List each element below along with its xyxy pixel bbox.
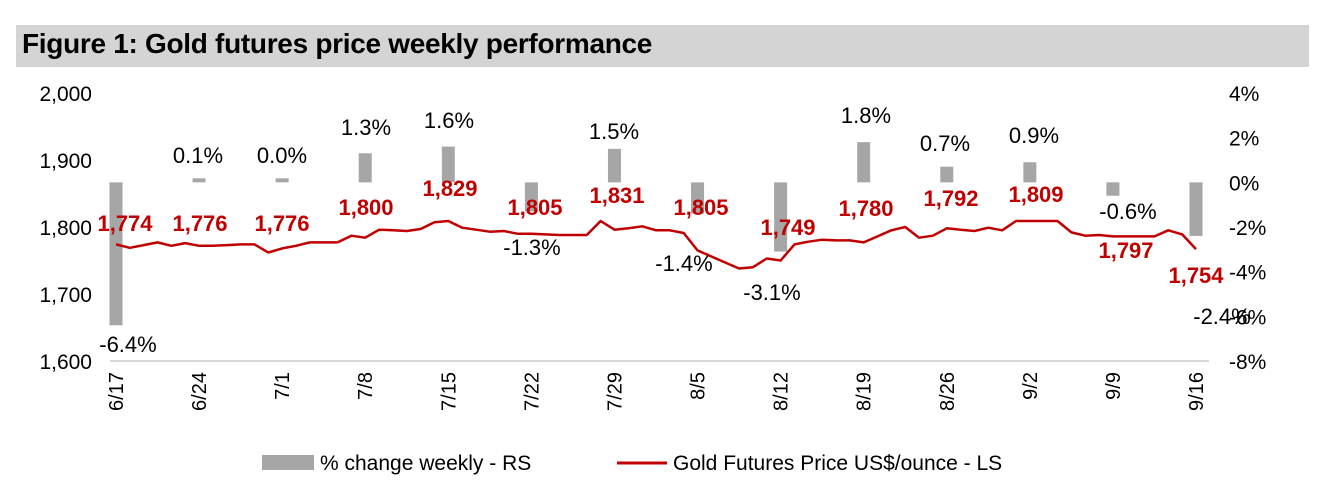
bar: [524, 182, 538, 212]
legend-label-bar: % change weekly - RS: [320, 452, 531, 475]
x-tick-label: 8/5: [688, 372, 710, 400]
bar-data-label: -1.4%: [655, 251, 712, 276]
right-tick-label: -8%: [1229, 351, 1266, 374]
x-tick-label: 8/12: [771, 372, 793, 411]
bar-data-label: 0.9%: [1009, 123, 1059, 148]
right-axis: -8% -6% -4% -2% 0% 2% 4%: [1229, 83, 1266, 374]
price-data-label: 1,805: [673, 195, 728, 220]
bar-data-label: 0.7%: [920, 131, 970, 156]
chart-title: Figure 1: Gold futures price weekly perf…: [22, 28, 653, 59]
x-tick-label: 6/17: [106, 372, 128, 411]
bar-data-label: 0.1%: [173, 143, 223, 168]
legend: % change weekly - RS Gold Futures Price …: [262, 452, 1002, 475]
right-tick-label: 0%: [1229, 172, 1259, 195]
x-tick-label: 7/15: [438, 372, 460, 411]
bar-data-label: 1.6%: [424, 108, 474, 133]
price-data-label: 1,809: [1008, 182, 1063, 207]
bar-data-label: -3.1%: [743, 280, 800, 305]
left-axis: 1,600 1,700 1,800 1,900 2,000: [39, 83, 92, 374]
price-data-label: 1,776: [254, 211, 309, 236]
x-tick-label: 9/16: [1186, 372, 1208, 411]
bar-data-labels: -6.4% 0.1% 0.0% 1.3% 1.6% -1.3% 1.5% -1.4% -3.1%…: [99, 103, 1250, 357]
bar-data-label: 1.3%: [341, 115, 391, 140]
right-tick-label: 4%: [1229, 83, 1259, 106]
price-data-label: 1,776: [172, 211, 227, 236]
bar-data-label: -0.6%: [1099, 199, 1156, 224]
legend-label-line: Gold Futures Price US$/ounce - LS: [673, 452, 1002, 475]
bar-data-label: 1.5%: [589, 119, 639, 144]
x-tick-label: 7/8: [355, 372, 377, 400]
x-tick-label: 6/24: [189, 372, 211, 411]
right-tick-label: -6%: [1229, 306, 1266, 329]
x-tick-label: 8/19: [854, 372, 876, 411]
price-data-label: 1,797: [1098, 238, 1153, 263]
x-tick-label: 8/26: [937, 372, 959, 411]
x-tick-label: 7/1: [272, 372, 294, 400]
price-data-label: 1,792: [923, 186, 978, 211]
bar-data-label: -2.4%: [1193, 304, 1250, 329]
bar-data-label: 0.0%: [257, 143, 307, 168]
bar-data-label: -1.3%: [503, 235, 560, 260]
title-bar: [16, 25, 1309, 67]
x-tick-label: 7/29: [604, 372, 626, 411]
left-tick-label: 1,800: [39, 217, 92, 240]
right-tick-label: -2%: [1229, 217, 1266, 240]
x-tick-label: 7/22: [521, 372, 543, 411]
left-tick-label: 2,000: [39, 83, 92, 106]
price-data-label: 1,831: [589, 183, 644, 208]
x-tick-label: 9/9: [1103, 372, 1125, 400]
bar: [1189, 182, 1203, 236]
bar: [275, 178, 289, 183]
left-tick-label: 1,600: [39, 351, 92, 374]
bar-data-label: 1.8%: [841, 103, 891, 128]
bar-data-label: -6.4%: [99, 332, 156, 357]
bar: [441, 146, 455, 183]
price-data-label: 1,774: [97, 211, 153, 236]
line-series: [115, 219, 1197, 270]
price-data-label: 1,805: [507, 195, 562, 220]
x-tick-label: 9/2: [1020, 372, 1042, 400]
bar: [774, 182, 788, 252]
bar: [1023, 162, 1037, 183]
price-data-label: 1,800: [338, 195, 393, 220]
bar: [109, 182, 123, 326]
legend-swatch-bar: [262, 455, 314, 470]
right-tick-label: -4%: [1229, 262, 1266, 285]
left-tick-label: 1,900: [39, 150, 92, 173]
bar: [857, 142, 871, 183]
price-data-label: 1,754: [1168, 263, 1224, 288]
bar: [1106, 182, 1120, 196]
price-data-label: 1,749: [760, 215, 815, 240]
bar: [607, 148, 621, 183]
bar: [940, 166, 954, 183]
bar: [192, 178, 206, 183]
price-line: [115, 219, 1197, 270]
price-data-label: 1,780: [838, 196, 893, 221]
price-data-labels: 1,774 1,776 1,776 1,800 1,829 1,805 1,831 1,805…: [97, 176, 1224, 288]
bar-series: [109, 142, 1203, 326]
bar: [358, 153, 372, 183]
price-data-label: 1,829: [422, 176, 477, 201]
x-axis: 6/17 6/24 7/1 7/8 7/15 7/22 7/29 8/5 8/12 8/19 8/2…: [106, 372, 1208, 411]
right-tick-label: 2%: [1229, 128, 1259, 151]
bar: [691, 182, 705, 214]
left-tick-label: 1,700: [39, 284, 92, 307]
